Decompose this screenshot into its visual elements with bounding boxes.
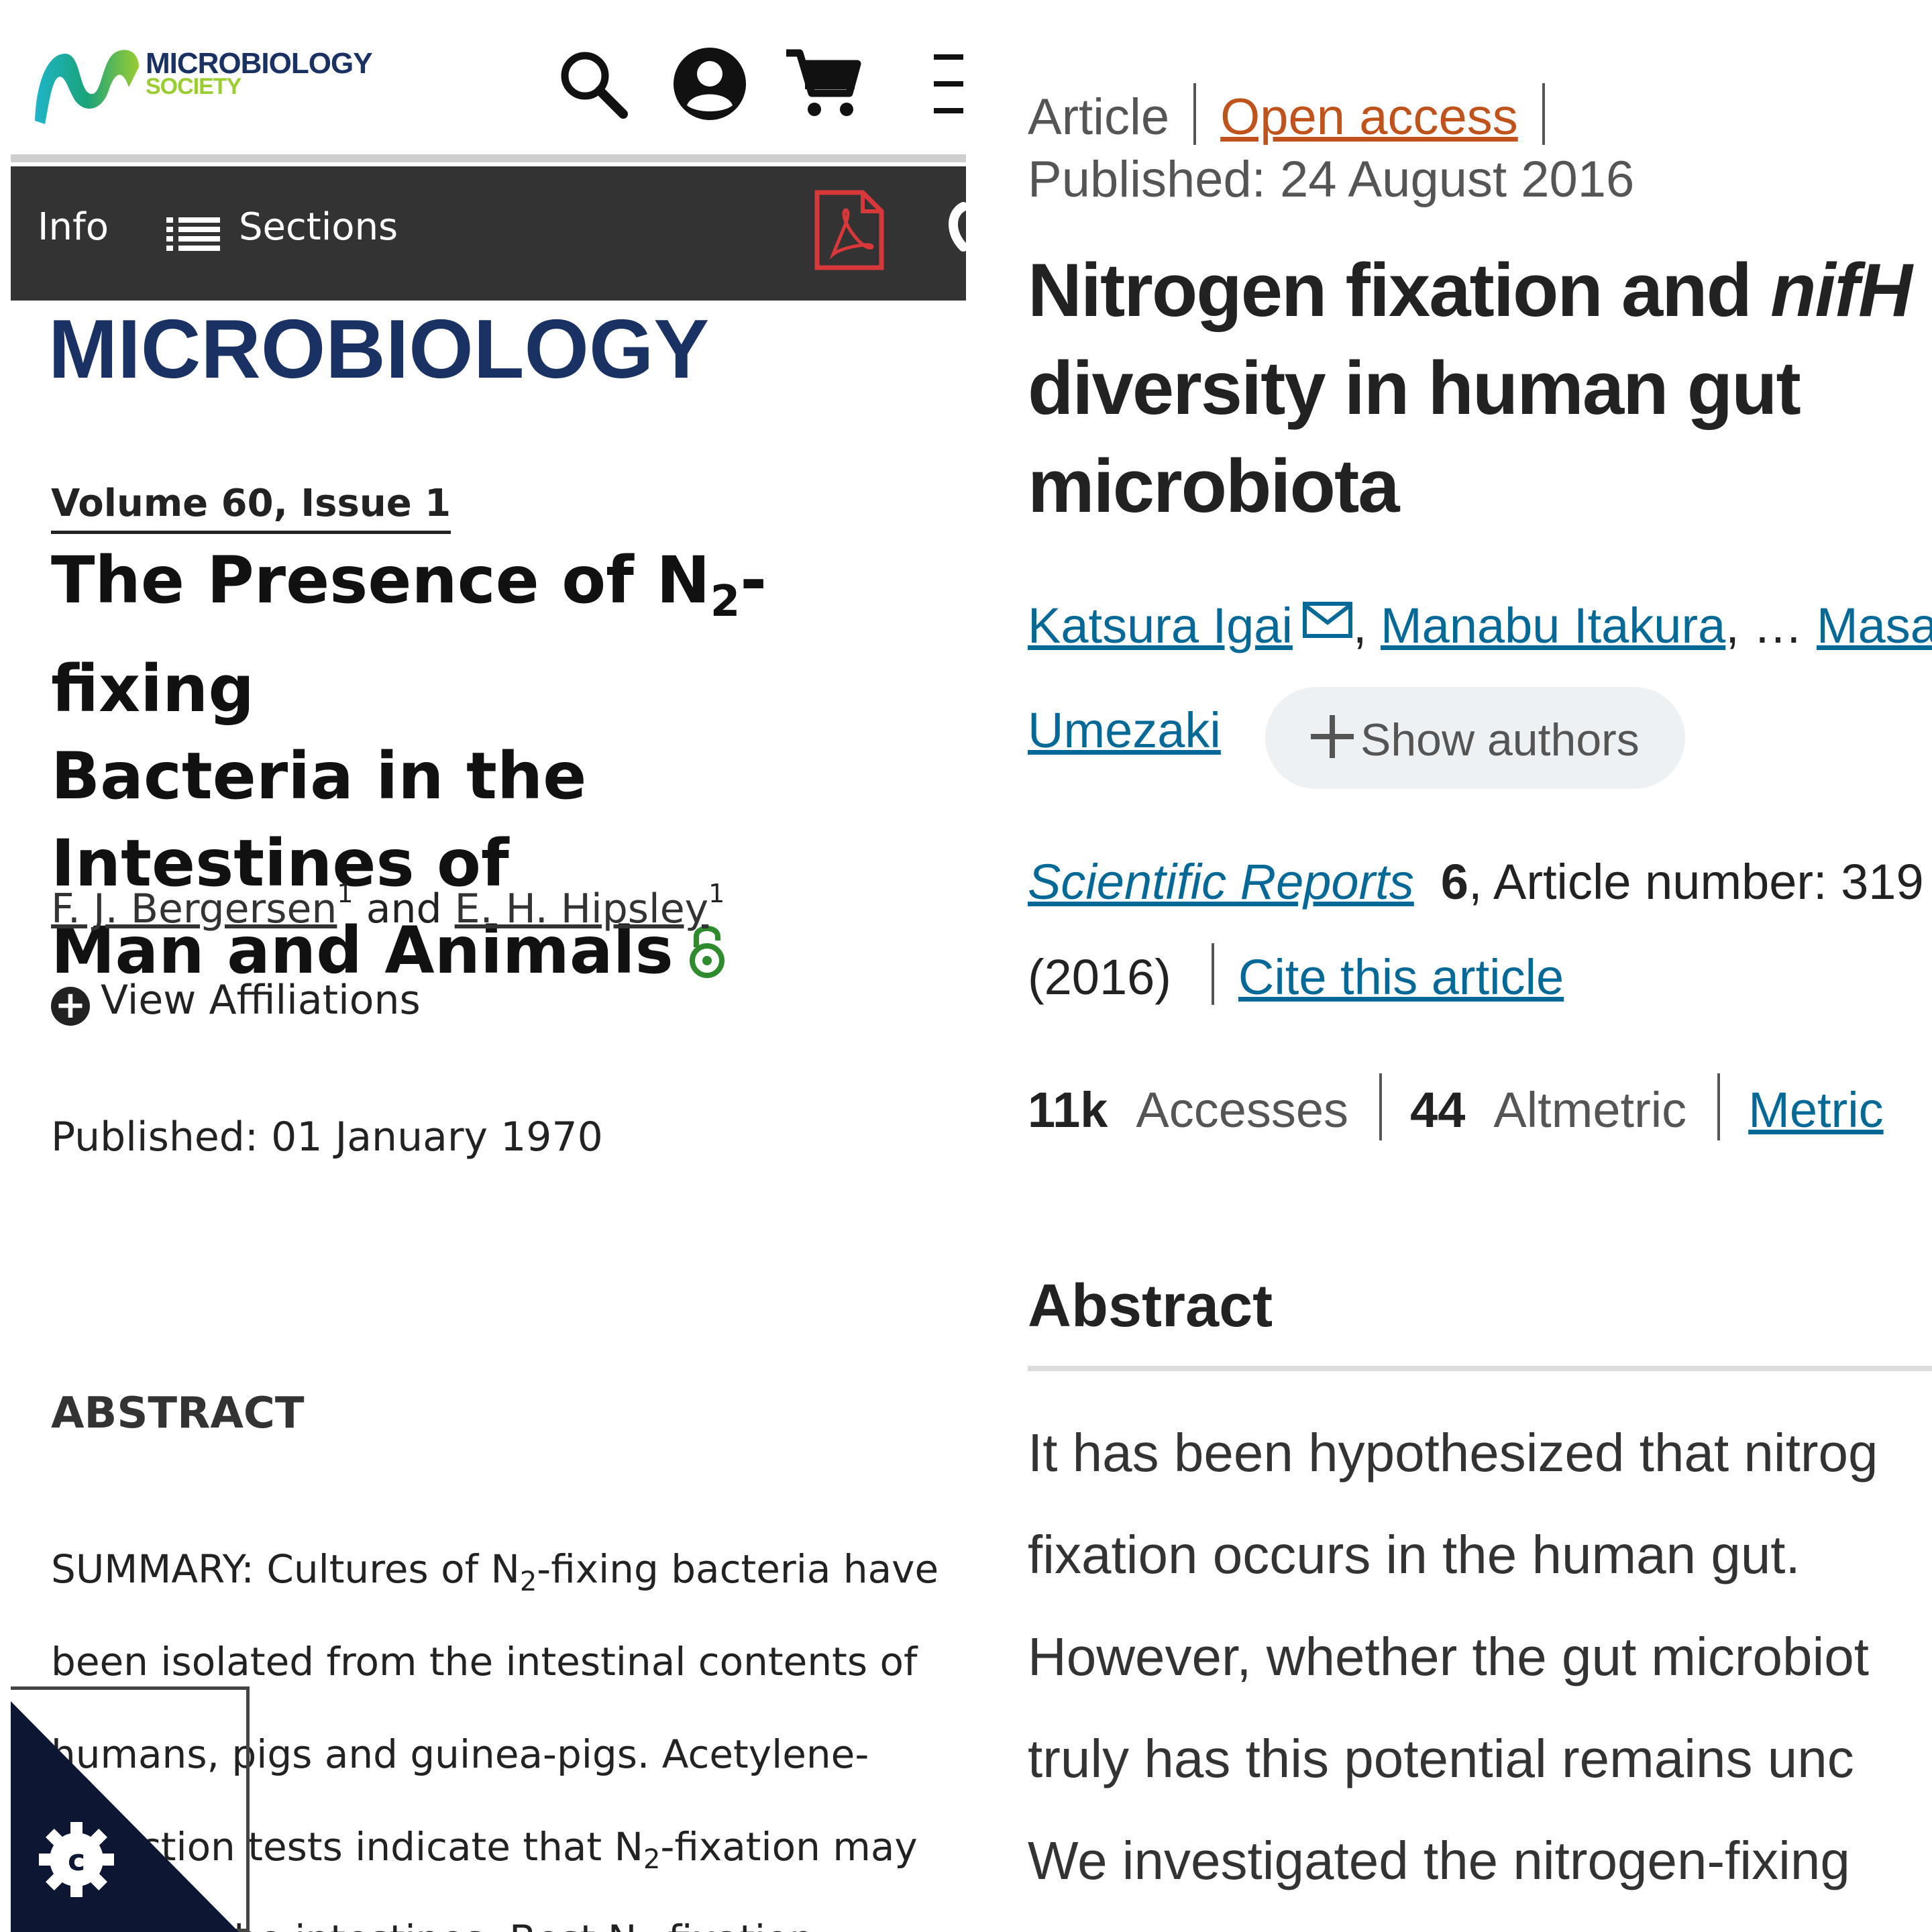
plus-circle-icon: + (51, 987, 90, 1026)
title-line: microbiota (1028, 444, 1400, 528)
affiliation-marker: 1 (708, 879, 725, 908)
microbiology-article-panel: MICROBIOLOGY SOCIETY Info (11, 0, 970, 1932)
metrics-separator (1379, 1073, 1383, 1140)
open-access-link[interactable]: Open access (1220, 89, 1518, 146)
account-icon[interactable] (669, 44, 750, 124)
author-conjunction: and (366, 885, 442, 932)
article-type: Article (1028, 89, 1170, 146)
abstract-text: It has been hypothesized that nitrog fix… (1028, 1402, 1932, 1912)
article-meta: Article Open access (1028, 83, 1569, 146)
metrics-separator (1717, 1073, 1721, 1140)
title-line: Bacteria in the Intestines of (51, 739, 587, 901)
pdf-download-icon[interactable] (813, 190, 885, 270)
abstract-line: truly has this potential remains unc (1028, 1729, 1854, 1788)
author-list: F. J. Bergersen1 and E. H. Hipsley1 (51, 879, 724, 932)
journal-link[interactable]: Scientific Reports (1028, 854, 1414, 910)
header-divider (11, 154, 966, 162)
email-icon[interactable] (1302, 601, 1353, 639)
info-tab[interactable]: Info (38, 205, 109, 249)
show-authors-button[interactable]: Show authors (1265, 687, 1685, 789)
open-access-icon (689, 926, 724, 978)
article-number: , Article number: 319 (1468, 854, 1924, 910)
article-metrics: 11k Accesses 44 Altmetric Metric (1028, 1073, 1884, 1140)
abstract-line: -fixation may (660, 1824, 918, 1870)
title-line: Man and Animals (51, 913, 674, 988)
menu-icon[interactable] (928, 44, 969, 124)
list-icon (166, 217, 220, 251)
article-title: Nitrogen fixation and nifH diversity in … (1028, 241, 1932, 535)
abstract-heading: ABSTRACT (51, 1389, 305, 1438)
title-text: -fixing (51, 543, 767, 727)
cookie-settings-icon[interactable]: c (11, 1701, 239, 1932)
author-link[interactable]: F. J. Bergersen (51, 885, 337, 932)
logo-text-line2: SOCIETY (146, 74, 241, 99)
cart-icon[interactable] (782, 44, 863, 124)
abstract-line: -fixing bacteria have (537, 1546, 939, 1592)
altmetric-score: 44 (1410, 1082, 1466, 1138)
volume-issue-link[interactable]: Volume 60, Issue 1 (51, 482, 451, 534)
abstract-subscript: 2 (519, 1566, 537, 1597)
author-link[interactable]: Katsura Igai (1028, 598, 1293, 653)
citation-separator (1211, 943, 1214, 1005)
abstract-line: fixation occurs in the human gut. (1028, 1525, 1801, 1585)
affiliation-marker: 1 (337, 879, 354, 908)
author-link[interactable]: Masa (1816, 598, 1932, 653)
abstract-subscript: 2 (643, 1844, 661, 1875)
abstract-line: -fixation (654, 1917, 814, 1932)
author-link[interactable]: E. H. Hipsley (454, 885, 709, 932)
title-line: diversity in human gut (1028, 346, 1801, 430)
article-toolbar: Info Sections (11, 166, 968, 301)
search-icon[interactable] (553, 44, 633, 124)
author-ellipsis: , … (1725, 598, 1817, 653)
article-title: The Presence of N2-fixing Bacteria in th… (51, 537, 970, 994)
title-italic-gene: nifH (1770, 248, 1913, 332)
sections-tab[interactable]: Sections (239, 205, 398, 249)
microbiology-society-logo[interactable]: MICROBIOLOGY SOCIETY (28, 40, 373, 127)
accesses-count: 11k (1028, 1082, 1108, 1138)
published-date: Published: 01 January 1970 (51, 1114, 603, 1161)
abstract-line: However, whether the gut microbiot (1028, 1627, 1869, 1686)
citation-line: Scientific Reports 6, Article number: 319 (1028, 853, 1924, 910)
author-link[interactable]: Umezaki (1028, 702, 1221, 758)
author-list: Katsura Igai , Manabu Itakura, … Masa (1028, 597, 1932, 654)
title-text: Nitrogen fixation and (1028, 248, 1771, 332)
title-subscript: 2 (710, 577, 741, 627)
view-affiliations-button[interactable]: + View Affiliations (51, 977, 421, 1026)
view-affiliations-label: View Affiliations (101, 977, 421, 1024)
accesses-label: Accesses (1136, 1082, 1349, 1138)
logo-mark-icon (35, 50, 139, 124)
cite-this-article-link[interactable]: Cite this article (1238, 949, 1564, 1005)
tools-icon[interactable] (943, 200, 970, 260)
altmetric-label: Altmetric (1493, 1082, 1687, 1138)
citation-line: (2016) Cite this article (1028, 943, 1564, 1006)
plus-icon (1311, 715, 1354, 758)
volume-number: 6 (1440, 854, 1468, 910)
published-date: Published: 24 August 2016 (1028, 151, 1635, 208)
abstract-line: It has been hypothesized that nitrog (1028, 1423, 1878, 1483)
journal-name[interactable]: MICROBIOLOGY (48, 303, 710, 396)
meta-separator (1193, 83, 1197, 145)
svg-text:c: c (68, 1843, 85, 1878)
abstract-heading: Abstract (1028, 1273, 1273, 1340)
abstract-line: SUMMARY: Cultures of N (51, 1546, 520, 1592)
scientific-reports-article-panel: Article Open access Published: 24 August … (974, 0, 1932, 1932)
site-header: MICROBIOLOGY SOCIETY (11, 0, 966, 156)
abstract-line: been isolated from the intestinal conten… (51, 1639, 918, 1684)
author-separator: , (1352, 598, 1381, 653)
logo-text-line1: MICROBIOLOGY (146, 47, 373, 80)
show-authors-label: Show authors (1360, 714, 1640, 765)
abstract-line: We investigated the nitrogen-fixing (1028, 1831, 1850, 1890)
metrics-link[interactable]: Metric (1748, 1082, 1884, 1138)
title-text: The Presence of N (51, 543, 710, 618)
meta-separator (1542, 83, 1545, 145)
citation-year: (2016) (1028, 949, 1171, 1005)
abstract-divider (1028, 1366, 1932, 1371)
abstract-line: humans, pigs and guinea-pigs. Acetylene- (51, 1731, 869, 1777)
author-link[interactable]: Manabu Itakura (1381, 598, 1726, 653)
